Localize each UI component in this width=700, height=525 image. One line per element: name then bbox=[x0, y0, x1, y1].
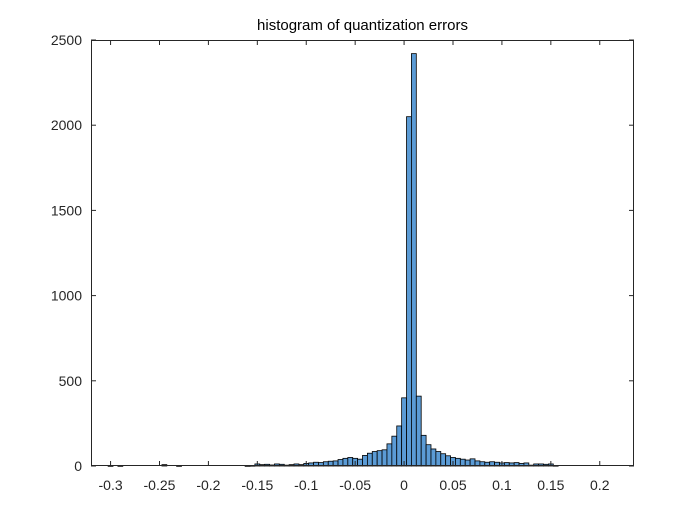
histogram-bar bbox=[371, 451, 378, 467]
x-tick-label: -0.25 bbox=[144, 477, 176, 493]
x-tick-label: -0.2 bbox=[196, 477, 220, 493]
x-tick-label: -0.15 bbox=[241, 477, 273, 493]
histogram-bar bbox=[391, 435, 398, 467]
x-tick-label: 0.2 bbox=[590, 477, 610, 493]
histogram-bar bbox=[396, 425, 403, 467]
y-tick-label: 2000 bbox=[51, 117, 82, 133]
x-tick-label: 0.15 bbox=[537, 477, 564, 493]
y-tick-label: 1500 bbox=[51, 202, 82, 218]
histogram-bar bbox=[415, 395, 422, 467]
x-tick-label: 0.05 bbox=[439, 477, 466, 493]
histogram-bar bbox=[469, 458, 476, 467]
histogram-bar bbox=[362, 455, 368, 467]
x-tick-label: 0.1 bbox=[492, 477, 512, 493]
histogram-bar bbox=[411, 53, 417, 467]
histogram-bar bbox=[435, 451, 442, 467]
y-tick-label: 0 bbox=[74, 458, 82, 474]
histogram-bar bbox=[347, 457, 354, 467]
x-tick-label: -0.3 bbox=[99, 477, 123, 493]
axes-box bbox=[91, 40, 634, 466]
histogram-bar bbox=[445, 455, 451, 467]
histogram-bar bbox=[440, 453, 447, 467]
axis-ticks: -0.3 -0.25 -0.2 -0.15 -0.1 -0.05 0 0.05 0.1 0.15 0… bbox=[51, 32, 634, 493]
y-tick-label: 500 bbox=[59, 373, 83, 389]
x-tick-label: 0 bbox=[400, 477, 408, 493]
y-tick-label: 1000 bbox=[51, 288, 82, 304]
axes-background bbox=[91, 40, 634, 466]
histogram-bar bbox=[386, 443, 393, 467]
histogram-bar bbox=[425, 444, 432, 467]
x-tick-label: -0.1 bbox=[294, 477, 318, 493]
histogram-bar bbox=[381, 449, 388, 467]
histogram-bar bbox=[420, 434, 427, 467]
histogram-bar bbox=[342, 457, 349, 467]
histogram-bar bbox=[455, 457, 461, 467]
histogram-bar bbox=[376, 450, 383, 467]
histogram-bar bbox=[459, 458, 466, 467]
histogram-bar bbox=[357, 458, 363, 467]
histogram-bar bbox=[406, 116, 412, 467]
histogram-bar bbox=[430, 448, 437, 467]
histogram-bar bbox=[366, 452, 373, 467]
x-tick-label: -0.05 bbox=[339, 477, 371, 493]
y-tick-label: 2500 bbox=[51, 32, 82, 48]
chart-title: histogram of quantization errors bbox=[257, 17, 468, 34]
histogram-bar bbox=[401, 397, 407, 467]
